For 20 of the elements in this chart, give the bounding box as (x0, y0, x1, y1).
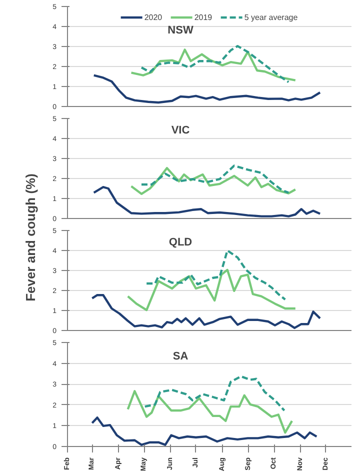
text: QLD (168, 236, 192, 248)
legend-label: 5 year average (244, 12, 298, 22)
legend-label: 2019 (194, 12, 214, 22)
line-series (92, 186, 322, 218)
line-series (130, 48, 296, 82)
line-series (140, 45, 290, 84)
line-series (91, 416, 318, 446)
text: VIC (171, 124, 190, 136)
line-series (144, 375, 286, 412)
line-series (91, 294, 322, 329)
y-axis-title: Fever and cough (%) (23, 174, 38, 302)
line-series (92, 74, 322, 104)
line-series (130, 167, 296, 195)
legend-label: 2020 (144, 12, 164, 22)
line-series (145, 249, 286, 301)
line-series (140, 164, 290, 194)
text: NSW (168, 24, 194, 36)
line-series (126, 268, 296, 312)
line-series (126, 390, 294, 434)
text: SA (172, 350, 188, 362)
